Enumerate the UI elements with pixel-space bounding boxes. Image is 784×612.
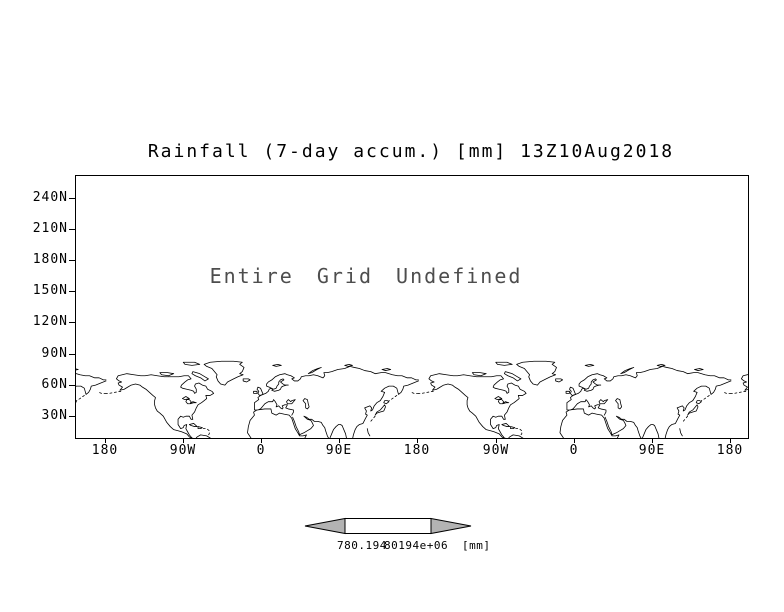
x-tick-label: 0 bbox=[569, 443, 579, 458]
colorbar-min-label: 780.194 bbox=[337, 539, 387, 552]
world-copy-1 bbox=[105, 360, 420, 438]
world-copy-2 bbox=[417, 360, 732, 438]
colorbar-max-label: 80194e+06 bbox=[384, 539, 449, 552]
x-tick-label: 90W bbox=[169, 443, 197, 458]
colorbar bbox=[304, 517, 472, 535]
y-tick-label: 240N bbox=[32, 190, 68, 205]
y-tick-label: 120N bbox=[32, 314, 68, 329]
y-tick-label: 60N bbox=[41, 377, 68, 392]
world-copy-east bbox=[730, 360, 748, 438]
x-tick-mark bbox=[339, 438, 340, 443]
y-tick-mark bbox=[69, 354, 75, 355]
x-tick-mark bbox=[574, 438, 575, 443]
x-tick-mark bbox=[652, 438, 653, 443]
x-tick-label: 90W bbox=[482, 443, 510, 458]
colorbar-units-label: [mm] bbox=[462, 539, 491, 552]
x-tick-mark bbox=[730, 438, 731, 443]
world-coastlines-map bbox=[76, 360, 748, 438]
plot-title: Rainfall (7-day accum.) [mm] 13Z10Aug201… bbox=[147, 141, 675, 162]
colorbar-bar bbox=[344, 518, 432, 534]
x-tick-label: 180 bbox=[403, 443, 431, 458]
y-tick-label: 150N bbox=[32, 283, 68, 298]
y-tick-mark bbox=[69, 385, 75, 386]
x-tick-label: 0 bbox=[256, 443, 266, 458]
y-tick-mark bbox=[69, 198, 75, 199]
y-tick-mark bbox=[69, 322, 75, 323]
x-tick-mark bbox=[417, 438, 418, 443]
y-tick-label: 180N bbox=[32, 252, 68, 267]
undefined-grid-message: Entire Grid Undefined bbox=[209, 264, 523, 288]
y-tick-label: 210N bbox=[32, 221, 68, 236]
y-tick-mark bbox=[69, 416, 75, 417]
y-tick-label: 90N bbox=[41, 346, 68, 361]
x-tick-label: 90E bbox=[638, 443, 666, 458]
y-tick-label: 30N bbox=[41, 408, 68, 423]
y-tick-mark bbox=[69, 291, 75, 292]
map-plot-frame: Entire Grid Undefined bbox=[75, 175, 749, 439]
y-tick-mark bbox=[69, 260, 75, 261]
x-tick-label: 180 bbox=[91, 443, 119, 458]
x-tick-mark bbox=[261, 438, 262, 443]
colorbar-right-arrow bbox=[430, 517, 472, 535]
x-tick-label: 180 bbox=[716, 443, 744, 458]
x-tick-mark bbox=[105, 438, 106, 443]
colorbar-left-arrow bbox=[304, 517, 346, 535]
x-tick-mark bbox=[496, 438, 497, 443]
world-copy-west bbox=[76, 360, 107, 438]
x-tick-mark bbox=[183, 438, 184, 443]
y-tick-mark bbox=[69, 229, 75, 230]
x-tick-label: 90E bbox=[325, 443, 353, 458]
